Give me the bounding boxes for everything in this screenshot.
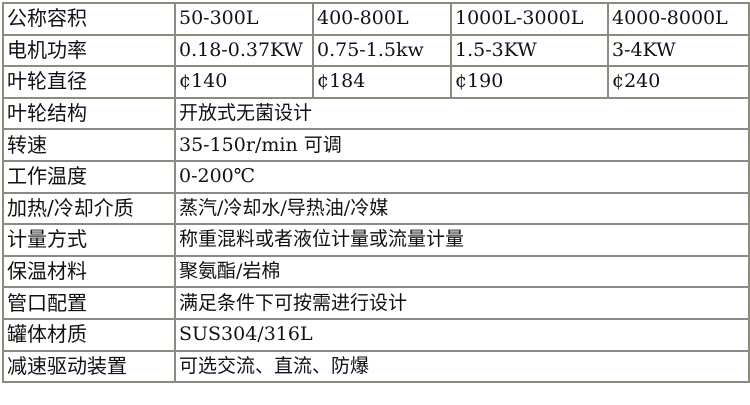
cell-value: 1.5-3KW bbox=[450, 33, 609, 68]
row-label: 保温材料 bbox=[2, 254, 176, 289]
cell-value: 3-4KW bbox=[607, 33, 750, 68]
row-label: 减速驱动装置 bbox=[2, 349, 176, 384]
row-label: 叶轮结构 bbox=[2, 96, 176, 131]
row-label: 叶轮直径 bbox=[2, 65, 176, 99]
table-row: 电机功率 0.18-0.37KW 0.75-1.5kw 1.5-3KW 3-4KW bbox=[2, 33, 750, 68]
cell-value: 400-800L bbox=[312, 2, 452, 36]
cell-value: 50-300L bbox=[174, 2, 314, 36]
table-row: 管口配置 满足条件下可按需进行设计 bbox=[2, 286, 750, 320]
spec-table: 公称容积 50-300L 400-800L 1000L-3000L 4000-8000L… bbox=[2, 2, 750, 384]
cell-value: 0.18-0.37KW bbox=[174, 33, 314, 68]
table-row: 叶轮结构 开放式无菌设计 bbox=[2, 96, 750, 131]
row-label: 罐体材质 bbox=[2, 317, 176, 352]
cell-value: ¢240 bbox=[607, 65, 750, 99]
cell-value: 满足条件下可按需进行设计 bbox=[174, 286, 750, 320]
table-row: 罐体材质 SUS304/316L bbox=[2, 317, 750, 352]
table-row: 公称容积 50-300L 400-800L 1000L-3000L 4000-8000L bbox=[2, 2, 750, 36]
table-row: 减速驱动装置 可选交流、直流、防爆 bbox=[2, 349, 750, 384]
cell-value: ¢190 bbox=[450, 65, 609, 99]
row-label: 工作温度 bbox=[2, 159, 176, 194]
cell-value: 0.75-1.5kw bbox=[312, 33, 452, 68]
cell-value: ¢184 bbox=[312, 65, 452, 99]
table-row: 保温材料 聚氨酯/岩棉 bbox=[2, 254, 750, 289]
table-row: 叶轮直径 ¢140 ¢184 ¢190 ¢240 bbox=[2, 65, 750, 99]
row-label: 公称容积 bbox=[2, 2, 176, 36]
table-row: 计量方式 称重混料或者液位计量或流量计量 bbox=[2, 223, 750, 257]
cell-value: 蒸汽/冷却水/导热油/冷媒 bbox=[174, 191, 750, 226]
table-row: 转速 35-150r/min 可调 bbox=[2, 128, 750, 162]
cell-value: 开放式无菌设计 bbox=[174, 96, 750, 131]
table-row: 工作温度 0-200℃ bbox=[2, 159, 750, 194]
cell-value: 35-150r/min 可调 bbox=[174, 128, 750, 162]
cell-value: 聚氨酯/岩棉 bbox=[174, 254, 750, 289]
row-label: 转速 bbox=[2, 128, 176, 162]
cell-value: 0-200℃ bbox=[174, 159, 750, 194]
cell-value: 称重混料或者液位计量或流量计量 bbox=[174, 223, 750, 257]
cell-value: 1000L-3000L bbox=[450, 2, 609, 36]
row-label: 计量方式 bbox=[2, 223, 176, 257]
table-row: 加热/冷却介质 蒸汽/冷却水/导热油/冷媒 bbox=[2, 191, 750, 226]
cell-value: 4000-8000L bbox=[607, 2, 750, 36]
row-label: 电机功率 bbox=[2, 33, 176, 68]
cell-value: ¢140 bbox=[174, 65, 314, 99]
row-label: 加热/冷却介质 bbox=[2, 191, 176, 226]
cell-value: SUS304/316L bbox=[174, 317, 750, 352]
cell-value: 可选交流、直流、防爆 bbox=[174, 349, 750, 384]
row-label: 管口配置 bbox=[2, 286, 176, 320]
